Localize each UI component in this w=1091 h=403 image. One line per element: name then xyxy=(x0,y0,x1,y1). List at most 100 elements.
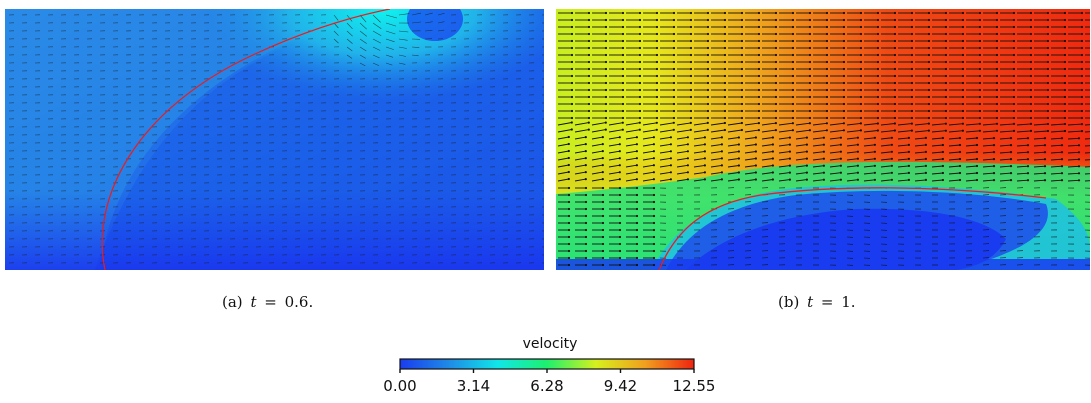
panel-b-arrowhead xyxy=(686,150,689,153)
panel-b-arrowhead xyxy=(652,193,656,197)
panel-b-arrowhead xyxy=(1060,151,1064,154)
panel-b-arrowhead xyxy=(910,81,914,85)
panel-b-arrowhead xyxy=(686,171,689,174)
panel-b-arrowhead xyxy=(876,102,880,106)
panel-b-arrowhead xyxy=(723,25,727,29)
panel-b-arrowhead xyxy=(774,11,778,15)
panel-a-arrow xyxy=(333,14,339,21)
panel-b-arrow xyxy=(863,123,878,126)
panel-b-arrowhead xyxy=(822,164,825,167)
panel-b-arrowhead xyxy=(805,143,808,146)
panel-b-arrowhead xyxy=(601,214,605,218)
panel-b-arrowhead xyxy=(570,53,574,57)
panel-b-arrowhead xyxy=(567,235,571,239)
panel-b-arrowhead xyxy=(992,172,996,175)
panel-b-arrowhead xyxy=(825,95,829,99)
caption-b-label: (b) xyxy=(778,293,800,311)
panel-b-arrowhead xyxy=(791,39,795,43)
panel-b-arrowhead xyxy=(842,81,846,85)
panel-b-arrowhead xyxy=(927,39,931,43)
panel-b-arrow xyxy=(982,130,998,133)
panel-b-arrowhead xyxy=(1012,18,1016,22)
caption-b-value: 1. xyxy=(841,293,856,311)
colorbar-title: velocity xyxy=(522,336,578,352)
panel-b-arrowhead xyxy=(621,18,625,22)
panel-b-arrowhead xyxy=(570,46,574,50)
panel-b-arrowhead xyxy=(604,67,608,71)
panel-b-arrowhead xyxy=(604,53,608,57)
panel-b-arrowhead xyxy=(927,116,931,120)
panel-b-arrowhead xyxy=(859,25,863,29)
panel-b-arrowhead xyxy=(740,109,744,113)
panel-b-arrowhead xyxy=(842,95,846,99)
panel-b-arrowhead xyxy=(604,39,608,43)
panel-b-arrow xyxy=(948,137,961,140)
panel-a-arrow xyxy=(346,22,353,30)
panel-b-arrowhead xyxy=(924,150,927,153)
panel-b-arrowhead xyxy=(791,95,795,99)
panel-b-arrow xyxy=(693,129,708,133)
panel-b-arrowhead xyxy=(876,18,880,22)
panel-b-vector-field xyxy=(557,11,1090,267)
panel-b-arrow xyxy=(965,172,978,175)
panel-b-velocity-field xyxy=(556,9,1090,270)
panel-b-arrowhead xyxy=(669,150,672,153)
panel-b-arrow xyxy=(931,123,946,126)
panel-b-arrowhead xyxy=(1029,25,1033,29)
caption-a-value: 0.6. xyxy=(284,293,314,311)
panel-b-arrowhead xyxy=(618,136,621,139)
panel-b-arrowhead xyxy=(1063,116,1067,120)
panel-b-arrow xyxy=(574,150,586,154)
panel-b-arrowhead xyxy=(706,46,710,50)
panel-b-arrowhead xyxy=(944,74,948,78)
panel-b-arrowhead xyxy=(791,11,795,15)
panel-b-arrowhead xyxy=(655,39,659,43)
panel-a-arrow xyxy=(385,22,397,27)
panel-a-arrow xyxy=(359,38,367,44)
panel-b-arrowhead xyxy=(978,95,982,99)
panel-b-arrowhead xyxy=(1063,122,1067,126)
panel-b-arrowhead xyxy=(1029,18,1033,22)
panel-b-arrowhead xyxy=(706,102,710,106)
panel-b-arrowhead xyxy=(737,178,740,181)
panel-b-arrowhead xyxy=(893,32,897,36)
panel-b-arrowhead xyxy=(604,102,608,106)
panel-b-arrowhead xyxy=(723,81,727,85)
panel-b-arrowhead xyxy=(601,178,604,181)
panel-b-arrowhead xyxy=(1009,179,1013,182)
panel-b-arrowhead xyxy=(655,128,658,131)
colorbar-tick-label: 3.14 xyxy=(456,377,491,395)
panel-b-arrowhead xyxy=(995,39,999,43)
panel-b-arrowhead xyxy=(771,178,774,181)
panel-b-arrowhead xyxy=(618,249,622,253)
panel-b-arrowhead xyxy=(978,116,982,120)
panel-b-arrowhead xyxy=(621,39,625,43)
panel-b-arrowhead xyxy=(842,109,846,113)
panel-b-arrowhead xyxy=(757,18,761,22)
panel-b-arrowhead xyxy=(1046,11,1050,15)
panel-b-arrow xyxy=(642,157,654,161)
panel-b-arrow xyxy=(812,179,824,182)
panel-b-arrow xyxy=(829,151,841,154)
panel-b-arrowhead xyxy=(587,39,591,43)
panel-b-arrow xyxy=(710,129,725,133)
panel-b-plot xyxy=(556,9,1090,270)
panel-b-arrowhead xyxy=(689,67,693,71)
panel-b-arrowhead xyxy=(992,144,996,147)
panel-b-arrowhead xyxy=(890,136,893,139)
panel-b-arrowhead xyxy=(859,122,862,125)
panel-b-arrowhead xyxy=(638,74,642,78)
panel-b-arrowhead xyxy=(601,193,605,197)
colorbar: velocity 0.00 3.14 6.28 9.42 12.55 xyxy=(380,334,720,400)
panel-b-arrowhead xyxy=(924,136,927,139)
panel-b-arrow xyxy=(1084,131,1090,133)
panel-b-arrowhead xyxy=(927,60,931,64)
panel-b-arrowhead xyxy=(774,53,778,57)
panel-b-arrow xyxy=(948,151,961,154)
panel-b-arrow xyxy=(999,165,1012,168)
panel-b-arrowhead xyxy=(825,32,829,36)
panel-b-arrowhead xyxy=(723,46,727,50)
panel-b-arrowhead xyxy=(1029,122,1033,125)
panel-b-arrow xyxy=(829,158,841,161)
caption-b: (b) t = 1. xyxy=(778,293,856,311)
